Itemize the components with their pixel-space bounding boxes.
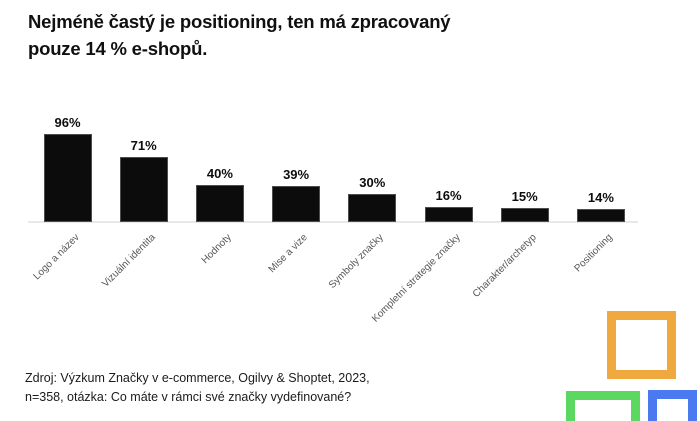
bar <box>119 157 168 222</box>
bar <box>576 209 625 222</box>
decor-orange-square <box>607 311 676 379</box>
source-note-line1: Zdroj: Výzkum Značky v e-commerce, Ogilv… <box>25 371 370 385</box>
bar-category-label: Charakter/archetyp <box>470 232 539 300</box>
bar <box>195 185 244 222</box>
bar-value-label: 40% <box>206 166 233 181</box>
bar-value-label: 96% <box>54 115 81 130</box>
bar-category-label: Positioning <box>572 232 615 275</box>
source-note-line2: n=358, otázka: Co máte v rámci své značk… <box>25 390 352 404</box>
decor-green-square <box>566 391 640 421</box>
bar-value-label: 39% <box>283 167 310 182</box>
bar-category-label: Symboly značky <box>327 232 387 291</box>
bar-value-label: 30% <box>359 175 386 190</box>
bar-category-label: Vizuální identita <box>99 232 158 290</box>
bar <box>424 207 473 222</box>
chart-title-line1: Nejméně častý je positioning, ten má zpr… <box>28 11 451 32</box>
bar-category-label: Logo a název <box>31 232 82 283</box>
chart-title: Nejméně častý je positioning, ten má zpr… <box>28 8 451 62</box>
bar <box>43 134 92 222</box>
bar-category-label: Hodnoty <box>199 232 234 267</box>
bar <box>272 186 321 222</box>
chart-title-line2: pouze 14 % e-shopů. <box>28 38 208 59</box>
bar-value-label: 14% <box>587 190 614 205</box>
x-axis-line <box>28 221 638 223</box>
bar-value-label: 71% <box>130 138 157 153</box>
bar <box>500 208 549 222</box>
source-note: Zdroj: Výzkum Značky v e-commerce, Ogilv… <box>25 369 370 407</box>
bar <box>348 194 397 222</box>
decor-blue-square <box>648 390 697 421</box>
bar-category-label: Kompletní strategie značky <box>369 232 463 325</box>
bar-category-label: Mise a vize <box>266 232 310 276</box>
bar-value-label: 16% <box>435 188 462 203</box>
bar-value-label: 15% <box>511 189 538 204</box>
